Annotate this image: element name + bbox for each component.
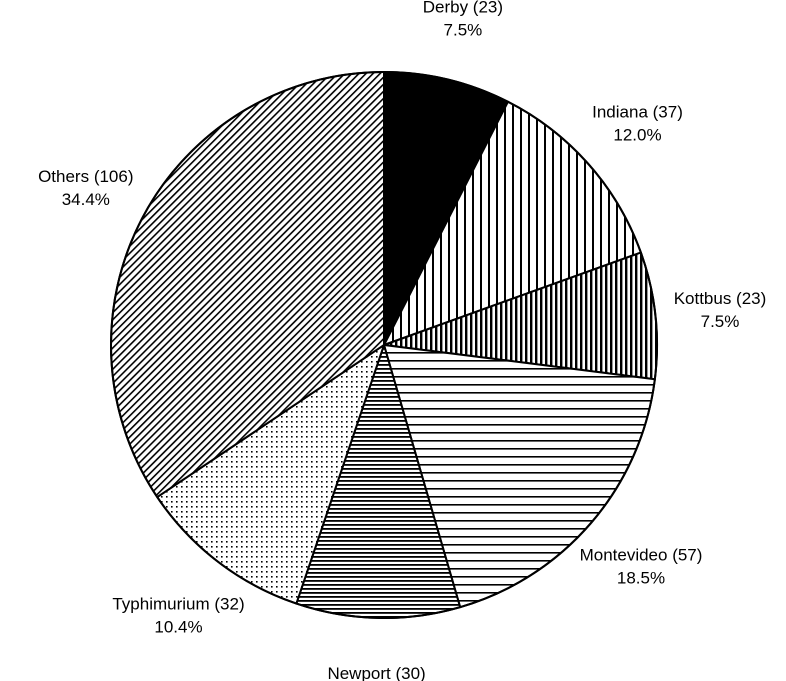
pie-outline: [110, 71, 658, 619]
slice-percent-label: 10.4%: [154, 617, 202, 636]
pie-labels: Derby (23) 7.5% Indiana (37) 12.0% Kottbus (…: [38, 0, 766, 681]
slice-name-label: Indiana (37): [592, 103, 683, 122]
slice-name-label: Montevideo (57): [580, 546, 703, 565]
slice-percent-label: 7.5%: [701, 312, 740, 331]
slice-percent-label: 7.5%: [444, 20, 483, 39]
pie-slices: [110, 71, 658, 620]
slice-percent-label: 12.0%: [613, 126, 661, 145]
slice-percent-label: 34.4%: [62, 190, 110, 209]
slice-name-label: Newport (30): [327, 664, 425, 681]
slice-name-label: Typhimurium (32): [112, 594, 244, 613]
slice-name-label: Others (106): [38, 167, 133, 186]
slice-percent-label: 18.5%: [617, 569, 665, 588]
slice-name-label: Kottbus (23): [674, 289, 767, 308]
slice-name-label: Derby (23): [423, 0, 503, 16]
